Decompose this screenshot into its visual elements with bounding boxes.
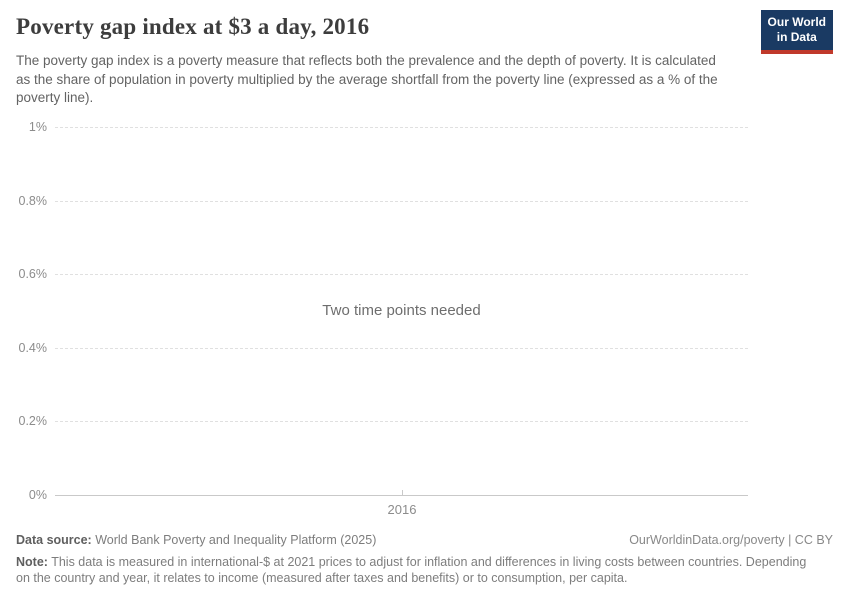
data-source-value: World Bank Poverty and Inequality Platfo…: [95, 533, 377, 547]
x-tick-mark: [402, 490, 403, 495]
y-gridline: [55, 348, 748, 349]
empty-state-message: Two time points needed: [322, 302, 481, 319]
x-axis-line: [55, 495, 748, 496]
y-gridline: [55, 274, 748, 275]
y-tick-label: 0.6%: [18, 267, 48, 281]
y-gridline: [55, 201, 748, 202]
y-tick-label: 0.4%: [18, 341, 48, 355]
y-gridline: [55, 127, 748, 128]
y-tick-label: 0.2%: [18, 414, 48, 428]
data-source-label: Data source:: [16, 533, 92, 547]
y-tick-label: 0%: [28, 488, 47, 502]
note-value: This data is measured in international-$…: [16, 555, 807, 586]
owid-logo-text-line1: Our World: [767, 15, 826, 29]
chart-title: Poverty gap index at $3 a day, 2016: [16, 14, 370, 39]
owid-logo[interactable]: Our World in Data: [760, 10, 833, 54]
y-gridline: [55, 421, 748, 422]
x-tick-label: 2016: [387, 502, 417, 517]
y-tick-label: 0.8%: [18, 194, 48, 208]
y-tick-label: 1%: [28, 120, 47, 134]
attribution-link[interactable]: OurWorldinData.org/poverty | CC BY: [629, 533, 833, 547]
owid-logo-text-line2: in Data: [776, 30, 817, 44]
chart-note: Note: This data is measured in internati…: [16, 554, 808, 587]
data-source-line: Data source: World Bank Poverty and Ineq…: [16, 533, 376, 547]
chart-subtitle: The poverty gap index is a poverty measu…: [16, 53, 718, 106]
note-label: Note:: [16, 555, 48, 569]
